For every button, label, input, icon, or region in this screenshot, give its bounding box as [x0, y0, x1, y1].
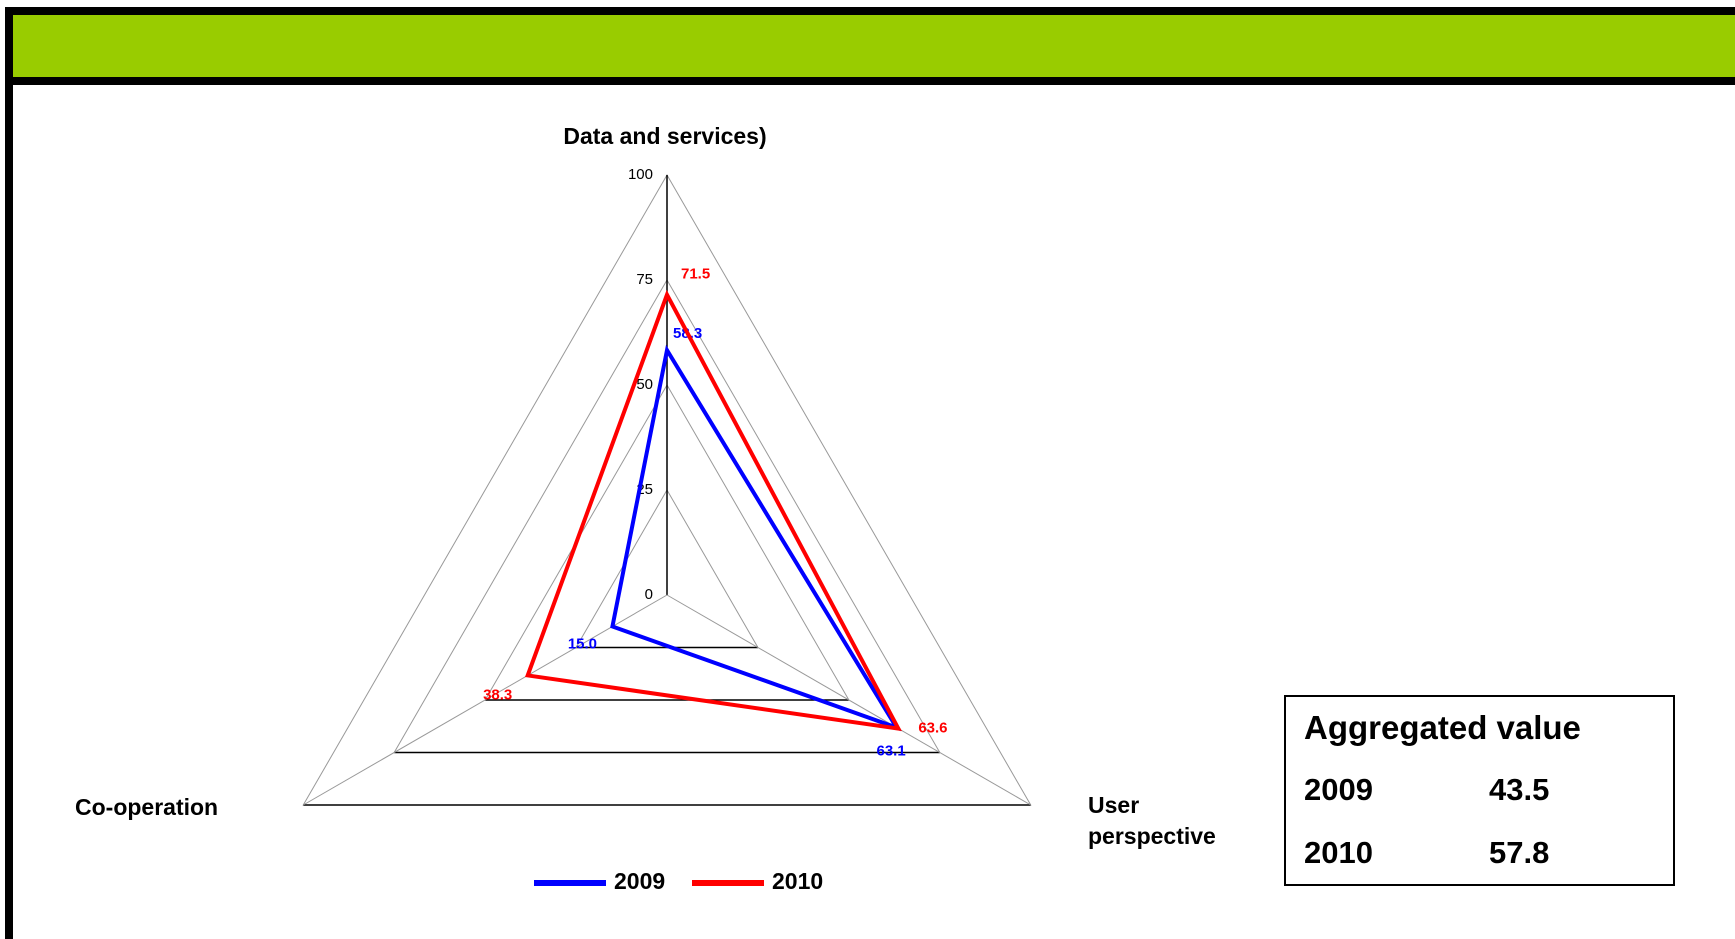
axis-line	[303, 594, 668, 806]
radar-line	[524, 289, 902, 732]
category-label: User perspective	[1088, 792, 1216, 849]
category-label: Co-operation	[75, 794, 219, 820]
summary-value: 57.8	[1489, 835, 1550, 870]
header-bar	[13, 15, 1735, 80]
radar-line	[610, 344, 902, 732]
summary-box: Aggregated value 2009 43.5 2010 57.8	[1284, 695, 1675, 886]
value-label: 38.3	[483, 686, 512, 703]
value-label: 71.5	[681, 266, 710, 283]
r-tick-label: 0	[645, 586, 653, 603]
summary-title: Aggregated value	[1304, 709, 1581, 746]
summary-year: 2009	[1304, 772, 1373, 807]
frame	[5, 7, 1735, 939]
axis-line	[666, 594, 1031, 806]
value-label: 15.0	[568, 635, 597, 652]
summary-value: 43.5	[1489, 772, 1550, 807]
value-label: 63.1	[877, 742, 906, 759]
value-label: 63.6	[918, 720, 947, 737]
summary-year: 2010	[1304, 835, 1373, 870]
r-tick-label: 100	[628, 166, 653, 183]
r-tick-label: 75	[636, 271, 653, 288]
legend-label: 2010	[772, 868, 823, 894]
category-label: Data and services)	[563, 123, 767, 149]
r-tick-label: 50	[636, 376, 653, 393]
legend-label: 2009	[614, 868, 665, 894]
